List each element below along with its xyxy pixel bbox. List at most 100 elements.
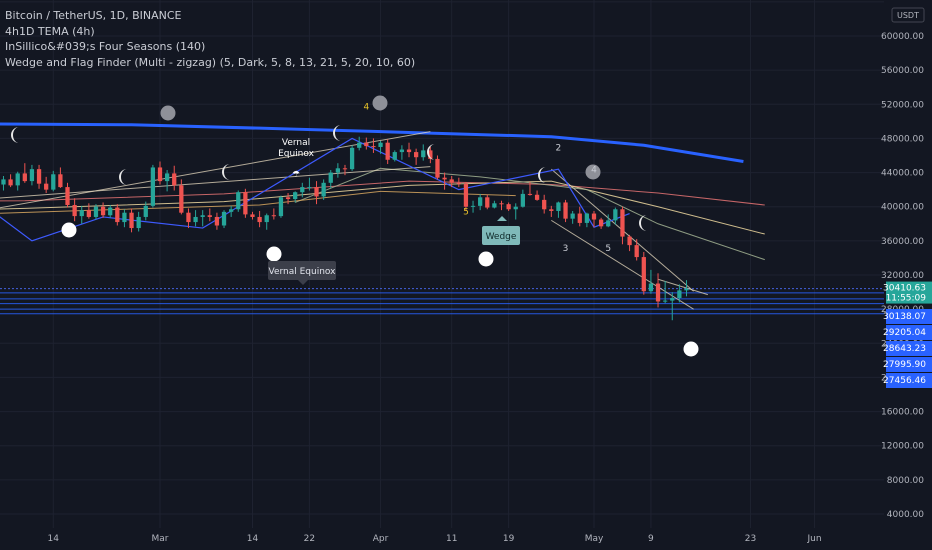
currency-box [891, 7, 925, 23]
level-price-value: 27995.90 [883, 360, 926, 370]
candle-body [250, 214, 255, 217]
candle-body [456, 182, 461, 184]
candle-body [51, 174, 56, 190]
candle-body [421, 150, 426, 158]
time-tick-label: May [585, 534, 604, 544]
crescent-moon-icon [222, 164, 230, 180]
candle-body [449, 179, 454, 183]
time-axis[interactable]: 14 Mar 14 22 Apr 11 19 May 9 23 Jun [0, 528, 932, 550]
candle-body [591, 213, 597, 220]
candle-body [307, 187, 312, 189]
level-price-value: 29205.04 [883, 328, 926, 338]
wedge-trendline [551, 219, 694, 310]
candle-body [143, 205, 148, 217]
legend-tema[interactable]: 4h1D TEMA (4h) [5, 24, 95, 38]
candle-body [72, 205, 77, 217]
candle-body [364, 142, 369, 147]
crescent-moon-icon [333, 125, 341, 141]
time-tick-label: 9 [648, 534, 654, 544]
current-price-countdown: 11:55:09 [886, 294, 927, 304]
time-tick-label: Jun [807, 534, 822, 544]
full-moon-icon [266, 246, 282, 262]
chart-legend: Bitcoin / TetherUS, 1D, BINANCE 4h1D TEM… [5, 8, 415, 70]
level-price-tag [886, 357, 932, 372]
time-axis-background [0, 528, 932, 550]
candle-body [264, 215, 269, 223]
candle-body [29, 169, 35, 182]
time-tick-label: 14 [48, 534, 60, 544]
price-tick-label: 56000.00 [881, 66, 924, 76]
legend-wedge[interactable]: Wedge and Flag Finder (Multi - zigzag) (… [5, 55, 416, 69]
candle-body [236, 192, 241, 210]
vernal-equinox-label: Vernal Equinox [269, 267, 337, 277]
candle-body [164, 173, 170, 182]
price-axis[interactable]: 4000.008000.0012000.0016000.0020000.0024… [881, 0, 932, 550]
vernal-equinox-text: Vernal [282, 138, 310, 148]
level-price-tag [886, 309, 932, 324]
candle-body [684, 288, 689, 291]
wave-label: 5 [605, 244, 611, 254]
price-tick-label: 12000.00 [881, 442, 924, 452]
legend-seasons[interactable]: InSillico&#039;s Four Seasons (140) [5, 40, 206, 53]
candle-body [150, 167, 156, 206]
candle-body [556, 202, 561, 211]
candle-body [221, 211, 227, 226]
candle-body [79, 210, 84, 217]
candle-body [186, 212, 191, 223]
candle-body [627, 236, 632, 246]
candle-body [172, 173, 177, 186]
wedge-trendline [0, 166, 431, 199]
full-moon-icon [61, 222, 77, 238]
time-tick-label: Apr [373, 534, 389, 544]
wedge-trendline [0, 131, 431, 209]
candle-body [385, 142, 390, 160]
candle-body [335, 168, 341, 173]
candle-body [136, 216, 141, 229]
crescent-moon-icon [11, 127, 19, 143]
candle-body [513, 206, 518, 210]
candle-body [499, 203, 504, 205]
candle-body [406, 149, 412, 153]
candle-body [108, 207, 113, 216]
candle-body [485, 197, 490, 208]
crescent-moon-icon [538, 167, 546, 183]
price-tick-label: 44000.00 [881, 169, 924, 179]
candle-body [549, 209, 554, 211]
vernal-equinox-tooltip: Vernal Equinox [268, 261, 336, 285]
new-moon-icon [585, 164, 601, 180]
time-tick-label: 22 [304, 534, 315, 544]
price-tick-label: 48000.00 [881, 134, 924, 144]
candle-body [598, 219, 604, 227]
candle-body [278, 197, 284, 217]
candle-body [663, 300, 668, 302]
candle-body [349, 147, 355, 170]
candles [1, 136, 689, 321]
wedge-trendline [657, 278, 708, 296]
wedge-pointer [497, 216, 507, 221]
price-tick-label: 32000.00 [881, 271, 924, 281]
candle-body [214, 216, 220, 226]
candle-body [577, 213, 582, 223]
crescent-moon-icon [639, 215, 647, 231]
candle-body [122, 212, 127, 223]
price-tick-label: 8000.00 [887, 476, 924, 486]
umbrella-icon: ☂ [292, 170, 300, 180]
candle-body [634, 245, 639, 258]
candle-body [100, 206, 106, 216]
candle-body [36, 169, 42, 184]
level-price-tag [886, 341, 932, 356]
candle-body [44, 183, 49, 190]
price-tick-label: 52000.00 [881, 100, 924, 110]
candle-body [342, 168, 348, 170]
wedge-label: Wedge [486, 232, 517, 242]
legend-symbol[interactable]: Bitcoin / TetherUS, 1D, BINANCE [5, 9, 182, 22]
candle-body [1, 179, 6, 185]
level-price-value: 30138.07 [883, 312, 926, 322]
new-moon-icon [160, 105, 176, 121]
candle-body [293, 192, 298, 200]
wedge-tooltip: Wedge [482, 216, 520, 245]
candle-body [285, 197, 291, 200]
seasons-ma-line [0, 190, 516, 214]
full-moon-icon [478, 251, 494, 267]
